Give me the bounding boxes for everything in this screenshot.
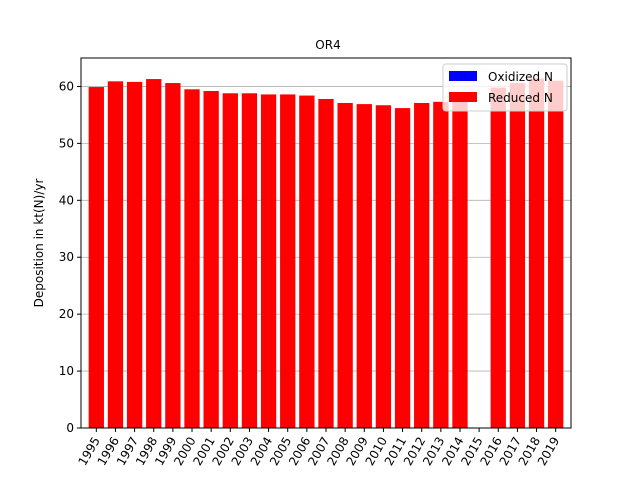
chart-title: OR4	[315, 38, 340, 52]
bar-2003	[241, 93, 258, 429]
legend-swatch	[449, 71, 477, 81]
bar-2002	[222, 93, 238, 429]
bar-1996	[107, 81, 124, 428]
bar-2010	[375, 105, 392, 428]
bar-2013	[433, 101, 449, 428]
bar-2008	[337, 102, 353, 428]
bar-1995	[88, 87, 104, 429]
bar-1999	[165, 83, 181, 429]
legend-label: Oxidized N	[488, 70, 553, 84]
bar-2006	[299, 95, 315, 429]
legend-label: Reduced N	[488, 91, 553, 105]
bar-2004	[260, 94, 277, 428]
bar-2001	[203, 91, 219, 428]
y-tick-label: 0	[66, 421, 74, 435]
y-tick-label: 10	[59, 364, 74, 378]
bar-2018	[528, 78, 545, 428]
bar-2011	[394, 108, 411, 428]
bar-2019	[548, 80, 564, 429]
y-tick-label: 50	[59, 136, 74, 150]
y-tick-label: 30	[59, 250, 74, 264]
bar-2009	[356, 104, 372, 428]
bar-2014	[452, 101, 468, 428]
y-axis: 0 10 20 30 40 50 60	[59, 79, 81, 435]
y-axis-label: Deposition in kt(N)/yr	[32, 179, 46, 308]
bar-1997	[126, 81, 143, 429]
bar-2017	[509, 83, 526, 429]
bars	[88, 78, 564, 429]
y-tick-label: 40	[59, 193, 74, 207]
bar-2000	[184, 89, 200, 429]
y-tick-label: 20	[59, 307, 74, 321]
bar-2012	[414, 102, 430, 428]
legend: Oxidized N Reduced N	[442, 63, 568, 112]
y-tick-label: 60	[59, 79, 74, 93]
x-axis: 1995199619971998199920002001200220032004…	[76, 428, 562, 468]
bar-1998	[146, 79, 162, 429]
legend-swatch	[449, 92, 477, 102]
bar-2005	[280, 94, 296, 428]
bar-2016	[490, 87, 506, 428]
bar-2007	[318, 98, 334, 428]
